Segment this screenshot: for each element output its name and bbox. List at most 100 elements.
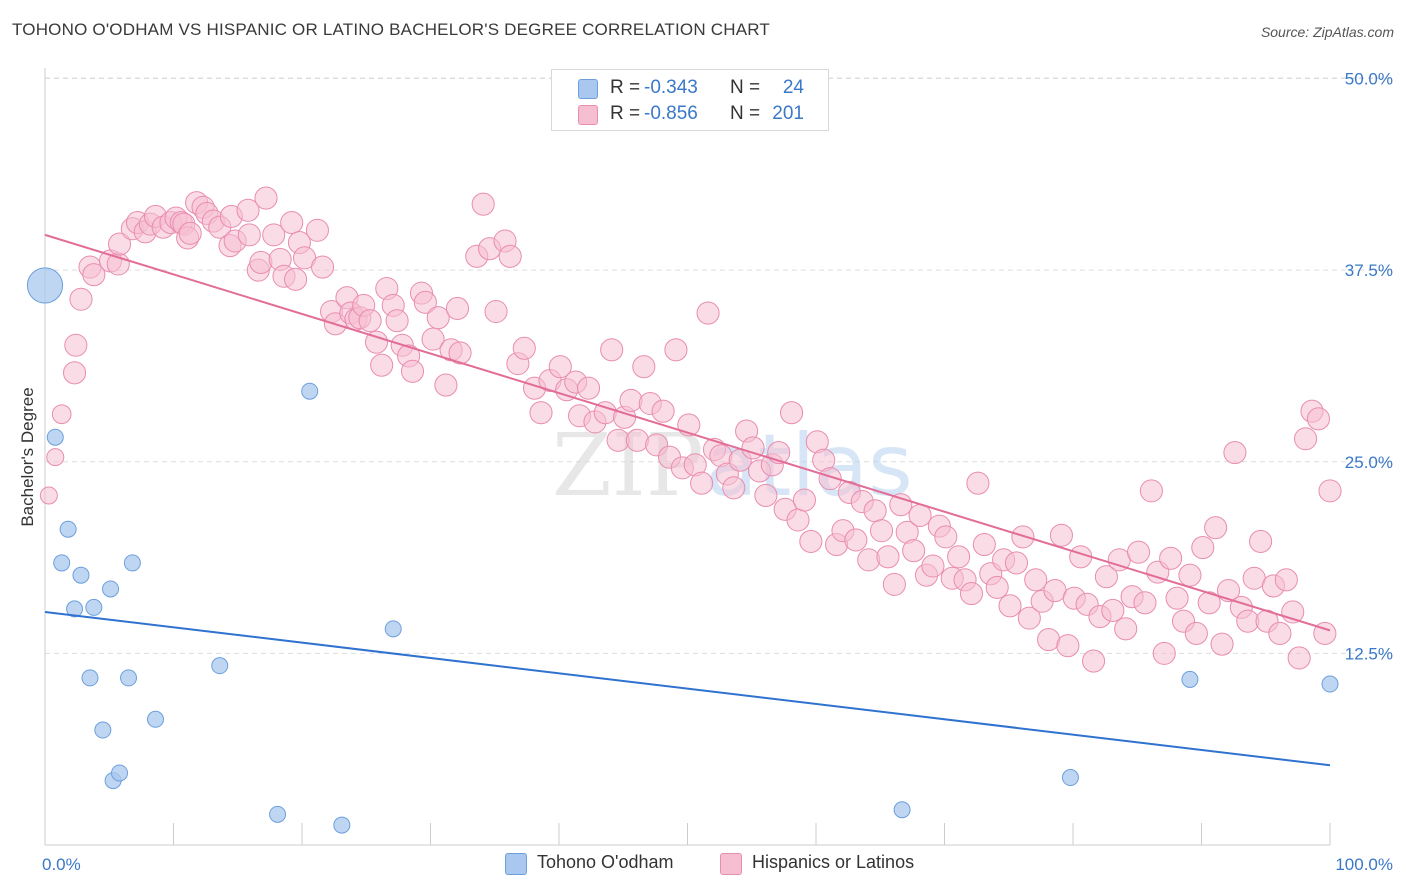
hispanic-point — [625, 428, 649, 452]
hispanic-point — [1159, 546, 1183, 570]
tohono-point — [211, 657, 229, 675]
hispanic-point — [484, 299, 508, 324]
hispanic-point — [1210, 632, 1234, 656]
hispanic-point — [107, 232, 132, 256]
hispanic-point — [1165, 586, 1189, 610]
hispanic-point — [882, 572, 906, 596]
y-tick-label: 12.5% — [1345, 644, 1393, 663]
hispanic-point — [1126, 540, 1151, 564]
hispanic-point — [985, 575, 1009, 600]
x-tick-label: 100.0% — [1335, 855, 1393, 874]
hispanic-point — [902, 539, 926, 563]
y-tick-label: 50.0% — [1345, 70, 1393, 89]
hispanic-point — [1306, 407, 1330, 431]
hispanic-point — [792, 488, 816, 512]
hispanic-point — [1204, 516, 1228, 540]
n-value: 201 — [772, 103, 804, 124]
hispanic-point — [818, 467, 842, 491]
hispanic-point — [82, 263, 106, 287]
stats-row-hispanic: R = -0.856 N = 201 — [552, 101, 828, 127]
hispanic-point — [69, 287, 93, 311]
hispanic-point — [1017, 606, 1041, 630]
tohono-point — [1321, 675, 1339, 693]
hispanic-point — [844, 528, 868, 552]
hispanic-point — [529, 401, 553, 425]
hispanic-point — [998, 594, 1022, 618]
hispanic-point — [64, 333, 88, 357]
hispanic-point — [934, 525, 958, 549]
hispanic-point — [1049, 523, 1073, 547]
n-value: 24 — [782, 77, 804, 98]
legend-label-tohono: Tohono O'odham — [537, 852, 674, 872]
tohono-point — [66, 600, 84, 618]
hispanic-point — [434, 373, 458, 397]
stats-row-tohono: R = -0.343 N = 24 — [552, 75, 828, 101]
hispanic-point — [448, 341, 472, 365]
hispanic-point — [632, 355, 656, 379]
hispanic-point — [869, 519, 894, 543]
hispanic-point — [908, 503, 932, 527]
y-axis-title: Bachelor's Degree — [18, 387, 37, 526]
hispanic-point — [799, 529, 823, 554]
tohono-point — [1061, 769, 1079, 787]
hispanic-point — [1056, 634, 1080, 658]
hispanic-point — [413, 290, 437, 314]
tohono-point — [269, 805, 287, 823]
hispanic-point — [1037, 628, 1061, 652]
hispanic-point — [1274, 568, 1298, 592]
hispanic-point — [1133, 591, 1157, 615]
tohono-point — [333, 816, 351, 834]
tohono-point — [893, 801, 911, 819]
hispanic-point — [498, 244, 522, 268]
hispanic-point — [651, 399, 675, 423]
y-tick-label: 37.5% — [1345, 261, 1393, 280]
hispanic-point — [1094, 565, 1118, 589]
hispanic-point — [385, 309, 409, 333]
hispanic-point — [237, 223, 261, 247]
hispanic-point — [1152, 641, 1176, 665]
hispanic-point — [445, 296, 470, 321]
hispanic-point — [857, 548, 881, 572]
hispanic-point — [1114, 617, 1138, 641]
hispanic-point — [1082, 649, 1106, 673]
hispanic-point — [63, 361, 87, 385]
tohono-point — [72, 566, 90, 584]
hispanic-point — [426, 306, 450, 330]
x-tick-label: 0.0% — [42, 855, 81, 874]
hispanic-point — [1004, 551, 1029, 575]
hispanic-point — [236, 198, 260, 222]
hispanic-point — [370, 353, 394, 377]
hispanic-point — [106, 252, 130, 276]
r-value: -0.343 — [644, 77, 698, 98]
tohono-point — [111, 764, 129, 782]
hispanic-point — [1287, 646, 1311, 670]
tohono-trend-line — [44, 610, 1331, 767]
hispanic-point — [51, 404, 72, 425]
hispanic-point — [280, 211, 304, 235]
y-tick-label: 25.0% — [1345, 453, 1393, 472]
hispanic-point — [1318, 479, 1342, 503]
hispanic-point — [959, 582, 984, 606]
hispanic-point — [921, 554, 945, 578]
tohono-point — [301, 382, 319, 400]
tohono-point — [102, 580, 120, 598]
hispanic-point — [1249, 529, 1273, 554]
hispanic-point — [876, 545, 900, 569]
hispanic-point — [471, 192, 495, 216]
hispanic-point — [754, 483, 778, 508]
tohono-point — [46, 428, 64, 446]
series-hispanic-points — [39, 186, 1342, 673]
hispanic-point — [786, 508, 810, 532]
tohono-point — [85, 598, 103, 616]
hispanic-point — [400, 359, 425, 383]
hispanic-trend-line — [44, 233, 1331, 632]
hispanic-point — [577, 376, 601, 400]
source-credit: Source: ZipAtlas.com — [1260, 24, 1394, 40]
hispanic-point — [512, 336, 536, 360]
hispanic-point — [1024, 568, 1048, 592]
tohono-point — [53, 554, 71, 572]
n-label: N = — [730, 77, 761, 98]
hispanic-point — [1184, 621, 1208, 645]
hispanic-point — [664, 338, 688, 362]
